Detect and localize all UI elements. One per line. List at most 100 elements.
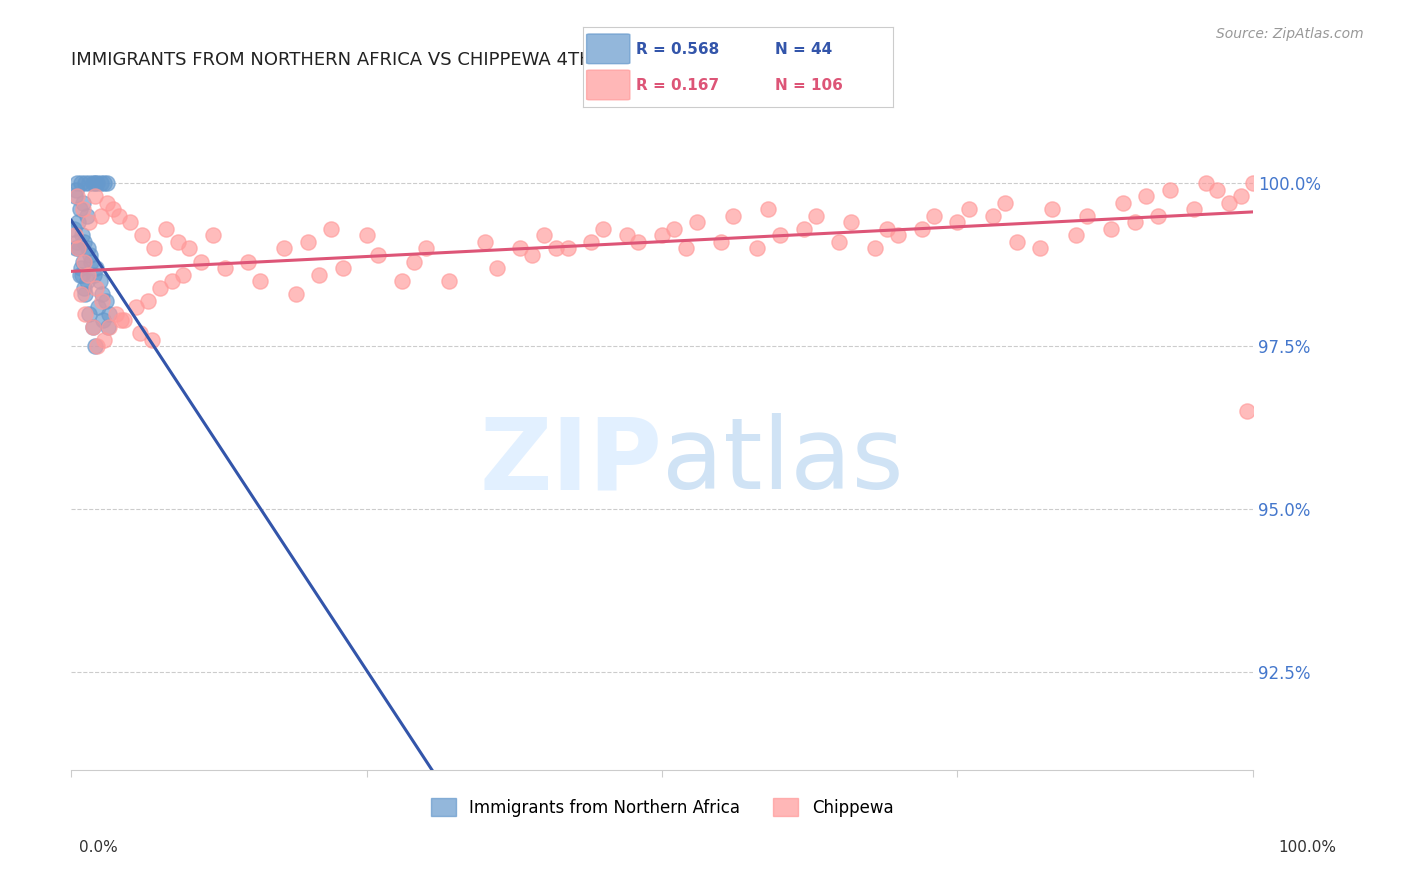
Point (1182, 202, 1205, 217)
Point (75, 176, 97, 190)
Point (62, 222, 84, 236)
Point (994, 195, 1017, 210)
Text: 0.0%: 0.0% (79, 840, 118, 855)
Legend: Immigrants from Northern Africa, Chippewa: Immigrants from Northern Africa, Chippew… (425, 792, 900, 823)
Point (65, 183, 87, 197)
Text: IMMIGRANTS FROM NORTHERN AFRICA VS CHIPPEWA 4TH GRADE CORRELATION CHART: IMMIGRANTS FROM NORTHERN AFRICA VS CHIPP… (72, 51, 862, 69)
Point (83, 176, 105, 190)
Point (69, 176, 91, 190)
Point (1005, 235, 1028, 249)
Point (131, 228, 153, 243)
Point (105, 307, 128, 321)
Point (356, 228, 378, 243)
Point (77, 307, 100, 321)
Point (66, 176, 89, 190)
Point (73, 254, 96, 268)
Point (65, 242, 87, 256)
Point (77, 176, 100, 190)
Point (91, 287, 114, 301)
Point (249, 274, 271, 288)
Point (83, 339, 105, 353)
Point (69, 260, 91, 275)
Point (73, 235, 96, 249)
Point (533, 228, 555, 243)
Point (1159, 183, 1181, 197)
Point (90, 209, 112, 223)
Point (76, 268, 98, 282)
Point (82, 319, 104, 334)
Point (1135, 189, 1157, 203)
Point (922, 209, 945, 223)
Point (214, 260, 236, 275)
Point (415, 242, 437, 256)
Point (863, 242, 886, 256)
Point (1194, 176, 1216, 190)
Point (112, 313, 135, 327)
Point (76, 242, 98, 256)
Point (876, 222, 898, 236)
Point (141, 333, 163, 347)
Point (509, 242, 531, 256)
Point (1206, 183, 1229, 197)
Point (662, 222, 685, 236)
Point (557, 242, 579, 256)
Text: R = 0.568: R = 0.568 (636, 42, 720, 57)
Text: R = 0.167: R = 0.167 (636, 78, 720, 93)
Point (67, 215, 90, 229)
Point (110, 313, 132, 327)
Point (1236, 404, 1258, 418)
Point (75, 307, 97, 321)
Point (946, 215, 969, 229)
Point (91, 313, 114, 327)
Point (686, 215, 709, 229)
Point (202, 228, 225, 243)
Point (273, 242, 295, 256)
Point (839, 215, 862, 229)
Point (76, 209, 98, 223)
Text: N = 44: N = 44 (775, 42, 832, 57)
Point (67, 242, 90, 256)
Point (72, 202, 94, 217)
Point (69, 287, 91, 301)
Point (94, 293, 117, 308)
Point (84, 260, 107, 275)
Point (79, 248, 101, 262)
Point (284, 287, 307, 301)
Point (474, 235, 496, 249)
Point (125, 300, 148, 314)
Point (1112, 195, 1135, 210)
Point (66, 189, 89, 203)
Point (142, 242, 165, 256)
Point (80, 254, 103, 268)
Point (367, 248, 389, 262)
Point (107, 209, 129, 223)
Point (93, 176, 115, 190)
Point (616, 228, 638, 243)
Point (77, 215, 100, 229)
Point (166, 235, 188, 249)
Point (1218, 195, 1240, 210)
Point (63, 228, 86, 243)
Point (96, 195, 118, 210)
Point (1230, 189, 1253, 203)
Point (308, 268, 330, 282)
Point (93, 333, 115, 347)
Point (1040, 202, 1063, 217)
Point (710, 235, 733, 249)
Point (91, 293, 114, 308)
Point (84, 280, 107, 294)
Point (86, 176, 108, 190)
Point (887, 228, 910, 243)
Point (675, 242, 697, 256)
Point (1099, 222, 1122, 236)
Point (66, 235, 89, 249)
Point (89, 274, 111, 288)
Point (72, 254, 94, 268)
Text: 100.0%: 100.0% (1278, 840, 1337, 855)
Text: Source: ZipAtlas.com: Source: ZipAtlas.com (1216, 27, 1364, 41)
Point (76, 274, 98, 288)
Point (769, 228, 792, 243)
Point (402, 254, 425, 268)
Point (190, 254, 212, 268)
Point (86, 339, 108, 353)
